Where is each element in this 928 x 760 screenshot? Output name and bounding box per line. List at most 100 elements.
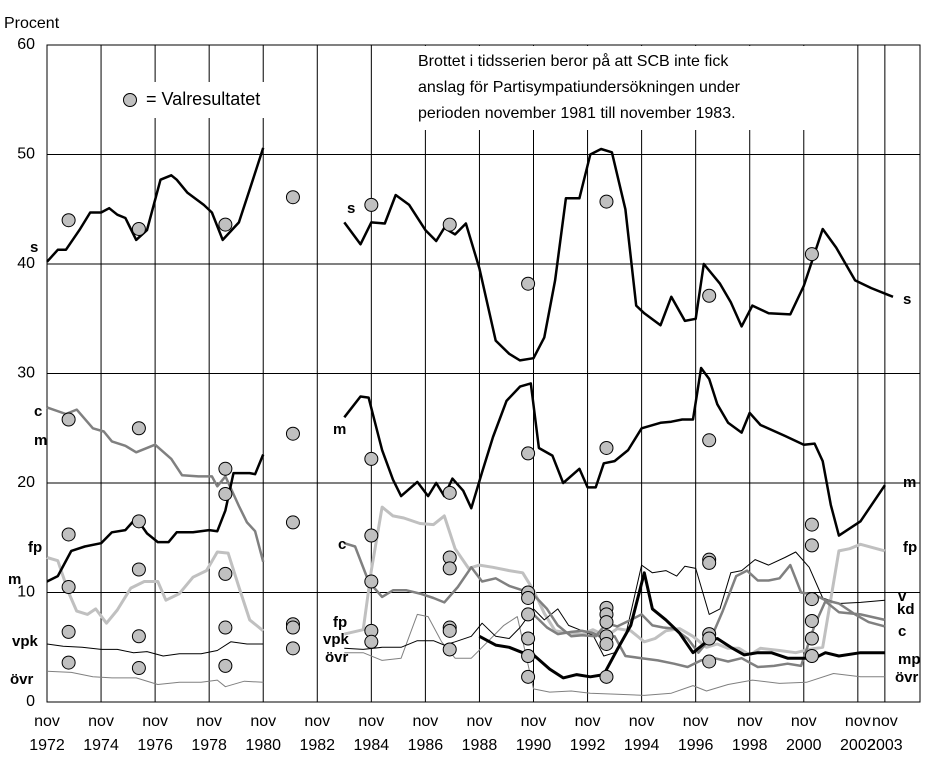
y-tick-label: 30 <box>17 365 35 382</box>
plot-frame <box>46 44 921 703</box>
election-marker <box>61 527 76 542</box>
series-label: fp <box>903 539 917 556</box>
election-marker <box>702 433 717 448</box>
series-label: övr <box>895 669 919 686</box>
x-tick-label: nov 1994 <box>623 713 660 754</box>
legend-label: = Valresultatet <box>146 89 260 109</box>
series-label: vpk <box>323 631 350 648</box>
series-label: mp <box>898 651 921 668</box>
election-marker <box>364 451 379 466</box>
annotation: perioden november 1981 till november 198… <box>418 105 736 122</box>
legend-marker <box>123 93 137 107</box>
election-marker <box>131 421 146 436</box>
series-line <box>46 406 886 654</box>
y-tick-label: 40 <box>17 255 35 272</box>
series-line <box>478 571 885 680</box>
election-marker <box>218 566 233 581</box>
series-line <box>46 551 885 657</box>
y-axis-label: Procent <box>4 15 60 32</box>
series-label: s <box>30 239 38 256</box>
series-label: c <box>34 403 42 420</box>
election-marker <box>442 485 457 500</box>
legend-bg <box>105 82 305 118</box>
election-marker <box>702 631 717 646</box>
election-marker <box>804 649 819 664</box>
election-marker <box>599 636 614 651</box>
x-tick-label: nov 1978 <box>191 713 227 754</box>
x-tick-label: nov 1996 <box>677 713 714 754</box>
series-line <box>46 613 885 696</box>
series-label: m <box>333 421 346 438</box>
election-marker <box>804 631 819 646</box>
election-marker <box>131 661 146 676</box>
annotation-bg <box>405 46 845 130</box>
x-tick-label: nov 2002 <box>840 713 876 754</box>
election-marker <box>521 276 536 291</box>
x-tick-label: nov 1986 <box>407 713 444 754</box>
election-marker <box>521 649 536 664</box>
election-marker <box>521 669 536 684</box>
election-marker <box>285 190 300 205</box>
election-marker <box>285 426 300 441</box>
election-marker <box>61 624 76 639</box>
x-tick-label: nov 1984 <box>353 713 390 754</box>
y-tick-label: 60 <box>17 36 35 53</box>
series-label: övr <box>10 671 34 688</box>
series-label: m <box>8 571 21 588</box>
election-marker <box>599 615 614 630</box>
election-marker <box>804 517 819 532</box>
election-marker <box>61 213 76 228</box>
election-marker <box>804 592 819 607</box>
election-marker <box>61 412 76 427</box>
election-marker <box>599 440 614 455</box>
series-label: v <box>898 588 907 605</box>
election-marker <box>285 620 300 635</box>
series-line <box>46 366 886 583</box>
election-marker <box>804 247 819 262</box>
election-marker <box>442 642 457 657</box>
y-tick-label: 50 <box>17 146 35 163</box>
election-marker <box>599 194 614 209</box>
election-marker <box>131 629 146 644</box>
election-marker <box>702 288 717 303</box>
election-marker <box>218 620 233 635</box>
annotation: anslag för Partisympatiundersökningen un… <box>418 79 741 96</box>
series-line <box>46 147 894 362</box>
series-label: övr <box>325 649 349 666</box>
x-tick-label: nov 1998 <box>731 713 768 754</box>
series-label: m <box>903 474 916 491</box>
election-marker <box>521 446 536 461</box>
election-marker <box>521 607 536 622</box>
election-marker <box>521 631 536 646</box>
series-label: fp <box>333 614 347 631</box>
election-marker <box>599 669 614 684</box>
series-label: c <box>338 536 346 553</box>
election-marker <box>804 538 819 553</box>
election-marker <box>218 658 233 673</box>
x-tick-label: nov 1972 <box>29 713 65 754</box>
x-tick-label: nov 1992 <box>569 713 606 754</box>
election-marker <box>442 561 457 576</box>
annotation: Brottet i tidsserien beror på att SCB in… <box>418 52 729 70</box>
election-marker <box>702 555 717 570</box>
series-label: m <box>34 432 47 449</box>
election-marker <box>285 515 300 530</box>
series-label: c <box>898 623 906 640</box>
election-marker <box>131 514 146 529</box>
x-tick-label: nov 1980 <box>245 713 282 754</box>
election-marker <box>218 486 233 501</box>
election-marker <box>61 580 76 595</box>
series-label: fp <box>28 539 42 556</box>
election-marker <box>131 221 146 236</box>
election-marker <box>218 461 233 476</box>
election-marker <box>804 613 819 628</box>
election-marker <box>285 641 300 656</box>
election-marker <box>442 217 457 232</box>
x-tick-label: nov 1988 <box>461 713 498 754</box>
election-marker <box>442 623 457 638</box>
series-label: vpk <box>12 633 39 650</box>
election-marker <box>364 528 379 543</box>
y-tick-label: 0 <box>26 693 35 710</box>
